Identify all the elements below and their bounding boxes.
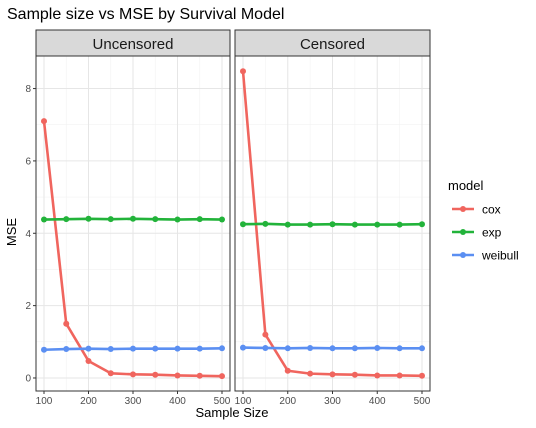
data-point-weibull [41, 346, 47, 353]
x-tick-label: 200 [80, 396, 97, 407]
legend-items: cox exp weibull [452, 203, 519, 263]
y-tick-label: 4 [25, 229, 31, 240]
x-tick-label: 500 [414, 396, 431, 407]
x-tick-label: 400 [369, 396, 386, 407]
facet-panel-censored: Censored 100 200 300 400 500 [234, 29, 431, 407]
legend-title: model [448, 178, 484, 193]
data-point-cox [107, 370, 114, 377]
data-point-weibull [152, 345, 159, 352]
x-tick-label: 100 [36, 396, 53, 407]
data-point-cox [284, 367, 291, 374]
legend-item-cox: cox [452, 203, 501, 217]
data-point-exp [240, 221, 246, 228]
data-point-exp [262, 220, 269, 227]
data-point-exp [85, 215, 92, 222]
data-point-cox [262, 331, 269, 338]
data-point-cox [130, 371, 136, 378]
data-point-exp [63, 216, 70, 223]
x-tick-label: 500 [214, 396, 231, 407]
data-point-cox [219, 373, 225, 380]
data-point-exp [196, 216, 203, 223]
data-point-cox [41, 118, 47, 125]
x-axis-label: Sample Size [196, 405, 269, 420]
data-point-exp [351, 221, 358, 228]
facet-strip [35, 29, 231, 57]
chart-title: Sample size vs MSE by Survival Model [7, 6, 284, 23]
data-point-cox [174, 372, 181, 379]
data-point-weibull [130, 345, 136, 352]
x-tick-label: 200 [279, 396, 296, 407]
data-point-cox [63, 320, 70, 327]
facet-panel-uncensored: Uncensored 100 200 300 400 500 0 2 4 6 8 [25, 29, 231, 407]
data-point-exp [419, 221, 425, 228]
data-point-exp [284, 221, 291, 228]
data-point-exp [152, 216, 159, 223]
data-point-exp [374, 221, 381, 228]
data-point-cox [240, 68, 246, 75]
data-point-weibull [240, 344, 246, 351]
data-point-weibull [374, 344, 381, 351]
data-point-weibull [329, 345, 336, 352]
legend-item-exp: exp [452, 226, 502, 240]
data-point-weibull [307, 344, 314, 351]
facet-strip [234, 29, 431, 57]
data-point-cox [85, 357, 92, 364]
y-axis-label: MSE [4, 218, 19, 247]
legend-key-point [460, 252, 466, 258]
legend-key-point [460, 229, 466, 235]
x-tick-label: 400 [169, 396, 186, 407]
data-point-weibull [174, 345, 181, 352]
x-tick-label: 100 [235, 396, 252, 407]
legend: model cox exp weibull [448, 178, 519, 263]
data-point-weibull [196, 345, 203, 352]
legend-label: exp [482, 226, 502, 240]
data-point-weibull [107, 346, 114, 353]
data-point-weibull [396, 345, 403, 352]
data-point-weibull [284, 345, 291, 352]
data-point-cox [419, 372, 425, 379]
data-point-weibull [63, 346, 70, 353]
data-point-exp [307, 221, 314, 228]
facet-strip-label: Uncensored [93, 36, 174, 53]
data-point-weibull [85, 345, 92, 352]
data-point-exp [174, 216, 181, 223]
data-point-exp [107, 216, 114, 223]
data-point-cox [152, 371, 159, 378]
x-tick-label: 300 [125, 396, 142, 407]
data-point-cox [351, 371, 358, 378]
data-point-cox [374, 372, 381, 379]
data-point-cox [329, 371, 336, 378]
data-point-cox [307, 370, 314, 377]
legend-item-weibull: weibull [452, 249, 519, 263]
y-tick-label: 0 [25, 373, 31, 384]
data-point-exp [219, 216, 225, 223]
data-point-weibull [351, 345, 358, 352]
data-point-exp [329, 221, 336, 228]
data-point-exp [396, 221, 403, 228]
x-tick-label: 300 [324, 396, 341, 407]
data-point-exp [130, 215, 136, 222]
data-point-cox [396, 372, 403, 379]
data-point-cox [196, 372, 203, 379]
data-point-exp [41, 216, 47, 223]
legend-label: cox [482, 203, 501, 217]
y-tick-label: 8 [25, 84, 31, 95]
data-point-weibull [262, 344, 269, 351]
facet-panels: Uncensored 100 200 300 400 500 0 2 4 6 8 Censored 10… [25, 29, 431, 407]
legend-key-point [460, 206, 466, 212]
y-tick-label: 2 [25, 301, 31, 312]
y-tick-label: 6 [25, 156, 31, 167]
facet-strip-label: Censored [300, 36, 365, 53]
legend-label: weibull [481, 249, 519, 263]
data-point-weibull [219, 345, 225, 352]
data-point-weibull [419, 345, 425, 352]
